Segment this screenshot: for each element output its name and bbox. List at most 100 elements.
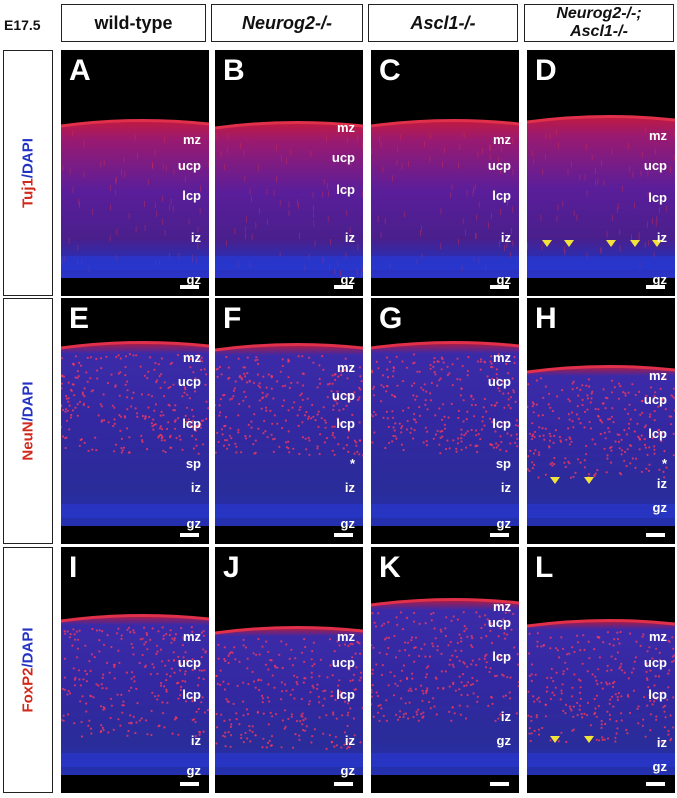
scale-bar: [180, 533, 199, 537]
layer-label-lcp: lcp: [648, 190, 667, 205]
marker-label: NeuN: [19, 421, 37, 461]
asterisk-marker: *: [349, 456, 355, 471]
layer-label-iz: iz: [190, 230, 201, 245]
layer-label-gz: gz: [496, 733, 511, 748]
layer-label-gz: gz: [340, 516, 355, 531]
layer-label-iz: iz: [344, 480, 355, 495]
micrograph-image: [215, 625, 363, 775]
column-label-line2: Ascl1-/-: [570, 23, 628, 40]
counterstain-label: DAPI: [19, 138, 37, 174]
separator: /: [19, 417, 37, 422]
layer-label-mz: mz: [336, 629, 355, 644]
row-header-tuj1: Tuj1/DAPI: [3, 50, 53, 296]
layer-label-ucp: ucp: [487, 615, 511, 630]
panel-letter: C: [379, 54, 401, 87]
column-header-wild-type: wild-type: [61, 4, 206, 42]
panel-letter: H: [535, 302, 557, 335]
layer-label-mz: mz: [648, 629, 667, 644]
panel-letter: B: [223, 54, 245, 87]
scale-bar: [180, 285, 199, 289]
layer-label-mz: mz: [336, 360, 355, 375]
layer-label-mz: mz: [492, 599, 511, 614]
row-header-foxp2: FoxP2/DAPI: [3, 547, 53, 793]
scale-bar: [490, 285, 509, 289]
layer-label-ucp: ucp: [177, 374, 201, 389]
layer-label-mz: mz: [648, 128, 667, 143]
layer-label-ucp: ucp: [177, 655, 201, 670]
micrograph-image: [527, 114, 675, 278]
layer-label-ucp: ucp: [487, 374, 511, 389]
layer-label-gz: gz: [186, 516, 201, 531]
layer-label-ucp: ucp: [331, 388, 355, 403]
column-header-neurog2: Neurog2-/-: [211, 4, 363, 42]
layer-label-ucp: ucp: [177, 158, 201, 173]
layer-label-gz: gz: [340, 272, 355, 287]
micrograph-image: [61, 613, 209, 775]
layer-label-gz: gz: [186, 763, 201, 778]
layer-label-lcp: lcp: [182, 687, 201, 702]
panel-letter: F: [223, 302, 242, 335]
layer-label-gz: gz: [652, 272, 667, 287]
layer-label-ucp: ucp: [331, 655, 355, 670]
layer-label-iz: iz: [190, 480, 201, 495]
micrograph-image: [215, 342, 363, 526]
row-label: FoxP2/DAPI: [20, 627, 37, 712]
layer-label-iz: iz: [656, 735, 667, 750]
micrograph-image: [215, 120, 363, 278]
row-label: NeuN/DAPI: [20, 381, 37, 460]
layer-label-lcp: lcp: [336, 416, 355, 431]
column-label: wild-type: [94, 13, 173, 33]
marker-label: Tuj1: [19, 178, 37, 208]
layer-label-sp: sp: [185, 456, 201, 471]
row-label: Tuj1/DAPI: [20, 138, 37, 208]
layer-label-lcp: lcp: [336, 687, 355, 702]
layer-label-iz: iz: [656, 476, 667, 491]
layer-label-gz: gz: [340, 763, 355, 778]
layer-label-gz: gz: [496, 516, 511, 531]
layer-label-gz: gz: [496, 272, 511, 287]
micrograph-image: [61, 118, 209, 278]
separator: /: [19, 173, 37, 179]
layer-label-lcp: lcp: [336, 182, 355, 197]
micrograph-image: [371, 118, 519, 278]
micrograph-image: [371, 340, 519, 526]
micrograph-image: [371, 597, 519, 775]
layer-label-lcp: lcp: [492, 188, 511, 203]
scale-bar: [180, 782, 199, 786]
scale-bar: [646, 285, 665, 289]
column-label-line1: Neurog2-/-;: [556, 5, 642, 22]
panel-letter: E: [69, 302, 90, 335]
layer-label-lcp: lcp: [492, 416, 511, 431]
scale-bar: [490, 782, 509, 786]
layer-label-gz: gz: [652, 759, 667, 774]
column-label: Ascl1-/-: [410, 13, 476, 33]
layer-label-ucp: ucp: [643, 392, 667, 407]
separator: /: [19, 663, 37, 668]
layer-label-mz: mz: [492, 132, 511, 147]
layer-label-sp: sp: [495, 456, 511, 471]
layer-label-mz: mz: [182, 629, 201, 644]
scale-bar: [334, 533, 353, 537]
layer-label-mz: mz: [182, 132, 201, 147]
layer-label-iz: iz: [344, 733, 355, 748]
layer-label-lcp: lcp: [648, 687, 667, 702]
layer-label-ucp: ucp: [643, 158, 667, 173]
layer-label-lcp: lcp: [648, 426, 667, 441]
scale-bar: [334, 285, 353, 289]
micrograph-image: [527, 364, 675, 526]
panel-letter: L: [535, 551, 554, 584]
counterstain-label: DAPI: [19, 381, 37, 418]
marker-label: FoxP2: [19, 667, 37, 713]
panel-letter: A: [69, 54, 91, 87]
scale-bar: [646, 782, 665, 786]
counterstain-label: DAPI: [19, 627, 37, 664]
layer-label-mz: mz: [182, 350, 201, 365]
layer-label-iz: iz: [190, 733, 201, 748]
panel-letter: J: [223, 551, 240, 584]
